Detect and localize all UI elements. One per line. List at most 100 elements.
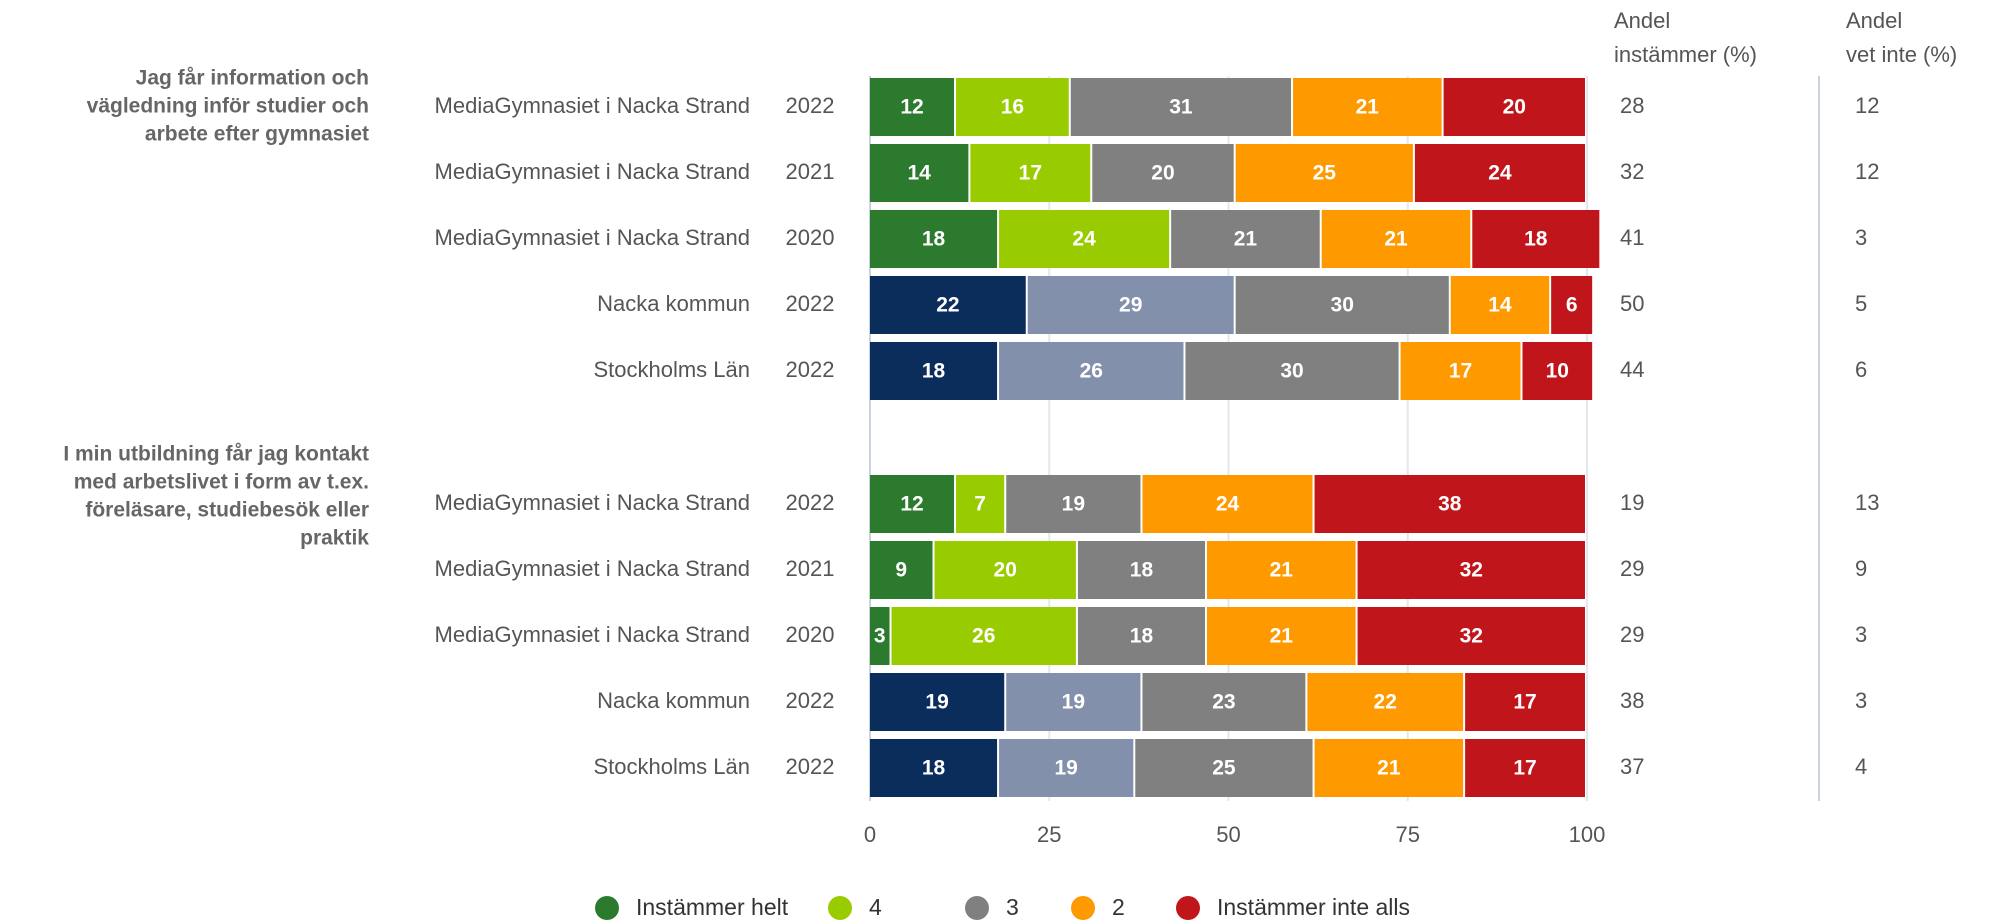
bar-label: 24 bbox=[1216, 493, 1240, 516]
bar-label: 19 bbox=[1054, 757, 1077, 780]
bar-label: 17 bbox=[1513, 691, 1536, 714]
bar-label: 19 bbox=[925, 691, 948, 714]
bar-label: 32 bbox=[1460, 625, 1483, 648]
bar-label: 31 bbox=[1169, 96, 1193, 119]
bar-segment bbox=[1185, 342, 1399, 400]
legend-swatch bbox=[1071, 896, 1095, 920]
bar-label: 25 bbox=[1313, 162, 1337, 185]
row-name: MediaGymnasiet i Nacka Strand bbox=[435, 556, 750, 581]
share-agree: 32 bbox=[1620, 159, 1644, 184]
legend-swatch bbox=[1176, 896, 1200, 920]
bar-segment bbox=[1357, 607, 1585, 665]
bar-label: 20 bbox=[994, 559, 1017, 582]
bar-segment bbox=[1293, 78, 1442, 136]
bar-label: 22 bbox=[1374, 691, 1397, 714]
bar-segment bbox=[870, 144, 969, 202]
row-name: Stockholms Län bbox=[593, 357, 750, 382]
bar-segment bbox=[870, 342, 998, 400]
bar-label: 21 bbox=[1234, 228, 1258, 251]
legend-label: Instämmer inte alls bbox=[1217, 894, 1410, 920]
bar-segment bbox=[1472, 210, 1600, 268]
group-label: Jag får information och bbox=[136, 67, 369, 90]
bar-label: 19 bbox=[1062, 493, 1085, 516]
bar-segment bbox=[1321, 210, 1471, 268]
bar-label: 21 bbox=[1377, 757, 1401, 780]
column-header: vet inte (%) bbox=[1846, 42, 1957, 67]
bar-label: 24 bbox=[1488, 162, 1512, 185]
legend-label: 2 bbox=[1112, 894, 1125, 920]
bar-segment bbox=[1307, 673, 1464, 731]
bar-segment bbox=[1006, 673, 1141, 731]
bar-label: 14 bbox=[1488, 294, 1512, 317]
row-name: MediaGymnasiet i Nacka Strand bbox=[435, 225, 750, 250]
legend-swatch bbox=[828, 896, 852, 920]
bar-segment bbox=[1092, 144, 1234, 202]
bar-label: 17 bbox=[1019, 162, 1042, 185]
row-year: 2022 bbox=[786, 291, 835, 316]
share-agree: 37 bbox=[1620, 754, 1644, 779]
row-year: 2022 bbox=[786, 357, 835, 382]
legend-label: 3 bbox=[1006, 894, 1019, 920]
bar-label: 30 bbox=[1280, 360, 1303, 383]
bar-label: 24 bbox=[1072, 228, 1096, 251]
bar-segment bbox=[1443, 78, 1585, 136]
bar-segment bbox=[1414, 144, 1585, 202]
bar-segment bbox=[1206, 541, 1356, 599]
bar-label: 12 bbox=[900, 96, 923, 119]
legend-label: Instämmer helt bbox=[636, 894, 789, 920]
row-name: Nacka kommun bbox=[597, 688, 750, 713]
row-year: 2022 bbox=[786, 93, 835, 118]
bar-segment bbox=[870, 541, 933, 599]
x-tick-label: 0 bbox=[864, 822, 876, 847]
bar-label: 21 bbox=[1270, 625, 1294, 648]
bar-segment bbox=[870, 739, 998, 797]
bar-label: 38 bbox=[1438, 493, 1462, 516]
bar-label: 18 bbox=[922, 757, 946, 780]
bar-segment bbox=[1314, 739, 1464, 797]
bar-segment bbox=[870, 673, 1005, 731]
row-name: MediaGymnasiet i Nacka Strand bbox=[435, 93, 750, 118]
bar-segment bbox=[1551, 276, 1593, 334]
legend-swatch bbox=[965, 896, 989, 920]
bar-segment bbox=[999, 739, 1134, 797]
share-unknown: 5 bbox=[1855, 291, 1867, 316]
bar-label: 21 bbox=[1384, 228, 1408, 251]
bar-label: 17 bbox=[1449, 360, 1472, 383]
bar-label: 6 bbox=[1566, 294, 1578, 317]
share-agree: 44 bbox=[1620, 357, 1644, 382]
share-agree: 19 bbox=[1620, 490, 1644, 515]
bar-segment bbox=[870, 607, 890, 665]
bar-segment bbox=[999, 342, 1184, 400]
bar-label: 22 bbox=[936, 294, 959, 317]
bar-segment bbox=[1314, 475, 1585, 533]
bar-label: 20 bbox=[1503, 96, 1526, 119]
group-label: med arbetslivet i form av t.ex. bbox=[74, 471, 369, 494]
bar-segment bbox=[870, 475, 955, 533]
bar-label: 14 bbox=[908, 162, 932, 185]
share-unknown: 6 bbox=[1855, 357, 1867, 382]
bar-segment bbox=[1171, 210, 1320, 268]
group-label: arbete efter gymnasiet bbox=[145, 123, 369, 146]
bar-segment bbox=[1465, 739, 1585, 797]
row-name: MediaGymnasiet i Nacka Strand bbox=[435, 490, 750, 515]
bar-label: 20 bbox=[1151, 162, 1174, 185]
legend-label: 4 bbox=[869, 894, 882, 920]
bar-segment bbox=[1522, 342, 1593, 400]
bar-label: 19 bbox=[1062, 691, 1085, 714]
bar-label: 32 bbox=[1460, 559, 1483, 582]
bar-segment bbox=[956, 475, 1005, 533]
bar-segment bbox=[1135, 739, 1313, 797]
share-unknown: 12 bbox=[1855, 159, 1879, 184]
x-tick-label: 50 bbox=[1216, 822, 1240, 847]
row-year: 2021 bbox=[786, 556, 835, 581]
column-header: Andel bbox=[1846, 8, 1902, 33]
share-agree: 28 bbox=[1620, 93, 1644, 118]
bar-label: 7 bbox=[974, 493, 986, 516]
x-tick-label: 25 bbox=[1037, 822, 1061, 847]
share-agree: 41 bbox=[1620, 225, 1644, 250]
share-unknown: 3 bbox=[1855, 622, 1867, 647]
group-label: praktik bbox=[300, 527, 369, 550]
row-name: MediaGymnasiet i Nacka Strand bbox=[435, 622, 750, 647]
bar-segment bbox=[1206, 607, 1356, 665]
